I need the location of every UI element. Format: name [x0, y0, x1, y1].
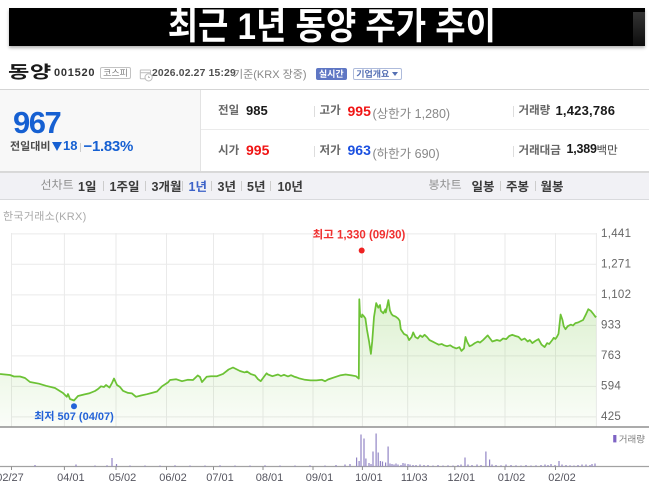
svg-text:1,271: 1,271	[601, 259, 631, 271]
svg-text:거래량: 거래량	[619, 432, 645, 446]
svg-text:425: 425	[601, 411, 621, 423]
svg-text:08/01: 08/01	[256, 472, 284, 484]
svg-text:763: 763	[601, 350, 621, 362]
svg-text:01/02: 01/02	[498, 472, 526, 484]
svg-text:07/01: 07/01	[206, 472, 234, 484]
svg-text:10/01: 10/01	[355, 472, 383, 484]
svg-text:04/01: 04/01	[57, 472, 85, 484]
svg-text:09/01: 09/01	[306, 472, 334, 484]
svg-text:02/02: 02/02	[548, 472, 576, 484]
svg-text:12/01: 12/01	[448, 472, 476, 484]
svg-text:06/02: 06/02	[159, 472, 187, 484]
svg-text:1,441: 1,441	[601, 228, 631, 240]
svg-text:최저 507 (04/07): 최저 507 (04/07)	[34, 408, 114, 424]
svg-text:05/02: 05/02	[109, 472, 137, 484]
svg-text:933: 933	[601, 320, 621, 332]
svg-text:02/27: 02/27	[0, 472, 24, 484]
svg-text:최고 1,330 (09/30): 최고 1,330 (09/30)	[313, 227, 406, 243]
svg-text:1,102: 1,102	[601, 289, 631, 301]
svg-text:594: 594	[601, 381, 621, 393]
svg-text:11/03: 11/03	[401, 472, 428, 484]
